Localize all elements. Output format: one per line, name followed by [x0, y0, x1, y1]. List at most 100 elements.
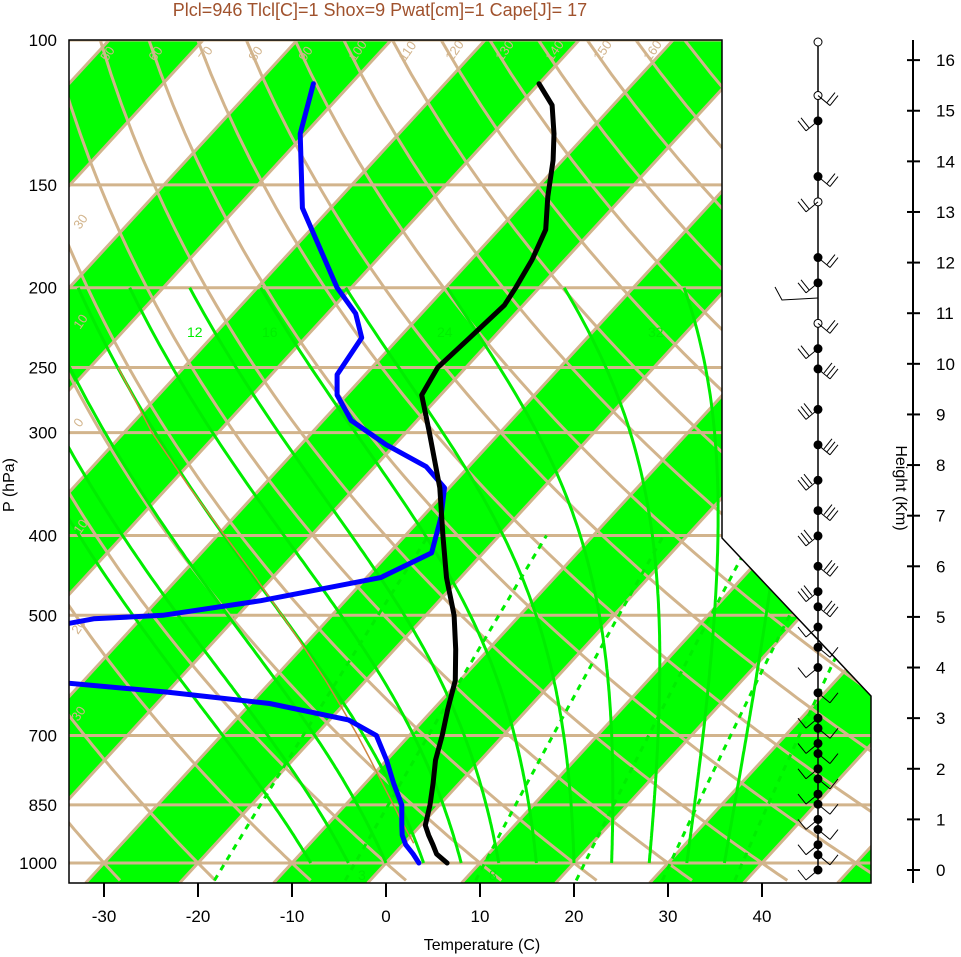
pressure-tick-label: 150	[29, 176, 57, 195]
wind-barb-feather	[829, 257, 839, 268]
wind-barb	[805, 743, 819, 754]
dry-adiabat-line	[342, 40, 871, 882]
isotherm-line	[69, 40, 393, 883]
wind-barb	[805, 348, 819, 360]
wind-barb-feather	[800, 279, 810, 291]
chart-title: Plcl=946 Tlcl[C]=1 Shox=9 Pwat[cm]=1 Cap…	[173, 0, 587, 20]
isotherm-label: 80	[245, 43, 266, 63]
wind-barb-feather	[800, 117, 810, 129]
dry-adiabat-line	[69, 40, 217, 882]
isotherm-label: 50	[97, 43, 118, 63]
height-tick-label: 9	[936, 405, 945, 424]
plot-border	[68, 39, 872, 884]
temperature-tick-label: -20	[186, 907, 211, 926]
moist-adiabat-line	[562, 286, 662, 864]
wind-barb-feather	[803, 473, 813, 485]
wind-barb-feather	[826, 92, 836, 103]
wind-barb-feather	[823, 559, 833, 571]
isotherm-label: 70	[195, 43, 216, 63]
wind-barb-feather	[800, 476, 810, 488]
isotherm-label: 20	[728, 118, 749, 139]
wind-barb-column	[774, 37, 839, 881]
wind-barb-feather	[829, 444, 839, 456]
wind-barb-feather	[797, 479, 807, 491]
wind-barb	[805, 591, 819, 602]
wind-barb-feather	[826, 507, 836, 518]
wind-barb-feather	[797, 793, 807, 805]
wind-barb-feather	[829, 368, 839, 380]
wind-barb-feather	[797, 348, 807, 359]
parcel-curve	[117, 367, 415, 844]
wind-barb-feather	[797, 201, 807, 213]
dry-adiabat-line	[147, 40, 871, 882]
height-tick-label: 11	[936, 304, 954, 323]
wind-barb-feather	[826, 320, 836, 331]
wind-barb-feather	[797, 535, 807, 547]
wind-barb	[805, 535, 819, 547]
height-tick-label: 13	[936, 203, 955, 222]
height-tick-label: 2	[936, 760, 945, 779]
isotherm-label: 10	[70, 311, 91, 331]
wind-barb	[817, 829, 831, 840]
pressure-tick-label: 850	[29, 796, 57, 815]
wind-barb-feather	[797, 869, 807, 881]
mixing-ratio-labels: 12 16 24 32 3 8	[187, 324, 664, 883]
wind-barb-feather	[800, 406, 810, 417]
wind-barb-feather	[797, 282, 807, 294]
wind-barb	[817, 692, 831, 704]
wind-barb	[805, 626, 819, 638]
wind-barb	[805, 201, 819, 213]
wind-barb-feather	[829, 778, 839, 790]
mixing-ratio-line	[213, 534, 430, 882]
isotherm-label: 60	[145, 43, 166, 63]
wind-barb	[817, 854, 831, 866]
mixing-ratio-label: 16	[262, 324, 278, 340]
wind-barb	[805, 717, 819, 729]
wind-barb-feather	[797, 591, 807, 602]
wind-barb-feather	[826, 173, 836, 184]
wind-barb-feather	[826, 254, 836, 265]
moist-adiabat-line	[259, 286, 538, 864]
mixing-ratio-label: 8	[489, 867, 497, 883]
height-tick-label: 10	[936, 355, 955, 374]
wind-barb-feather	[826, 603, 836, 615]
temperature-tick-label: -30	[92, 907, 117, 926]
mixing-ratio-line	[733, 534, 871, 882]
wind-barb-feather	[800, 198, 810, 210]
wind-barb	[817, 803, 831, 815]
wind-barb	[805, 768, 819, 780]
green-band	[69, 40, 580, 883]
isotherm-line	[648, 40, 871, 883]
temperature-axis: -30 -20 -10 0 10 20 30 40	[92, 883, 772, 926]
temperature-tick-label: 30	[659, 907, 678, 926]
temperature-tick-label: 10	[471, 907, 490, 926]
wind-barb-feather	[829, 829, 839, 840]
mixing-ratio-label: 3	[358, 867, 366, 883]
wind-barb	[805, 408, 819, 420]
moist-adiabat-line	[446, 286, 615, 864]
x-axis-label: Temperature (C)	[424, 937, 540, 954]
green-band	[69, 40, 768, 883]
wind-barb-feather	[829, 753, 839, 764]
isotherm-label: 90	[295, 43, 316, 63]
wind-barb	[817, 368, 831, 380]
wind-barb-feather	[797, 626, 807, 638]
temperature-tick-label: 40	[753, 907, 772, 926]
isotherm-label: 20	[750, 536, 771, 557]
moist-adiabat-line	[69, 287, 350, 864]
temperature-tick-label: -10	[280, 907, 305, 926]
wind-barb	[817, 606, 831, 618]
green-band	[273, 40, 871, 883]
wind-barb-feather	[829, 727, 839, 739]
pressure-tick-label: 500	[29, 606, 57, 625]
mixing-ratio-label: 24	[437, 324, 453, 340]
wind-barb	[817, 95, 831, 106]
height-tick-label: 12	[936, 254, 955, 273]
height-tick-label: 5	[936, 608, 945, 627]
temperature-tick-label: 20	[565, 907, 584, 926]
wind-barb-feather	[829, 323, 839, 334]
height-tick-label: 16	[936, 51, 955, 70]
wind-barb-feather	[803, 529, 813, 541]
